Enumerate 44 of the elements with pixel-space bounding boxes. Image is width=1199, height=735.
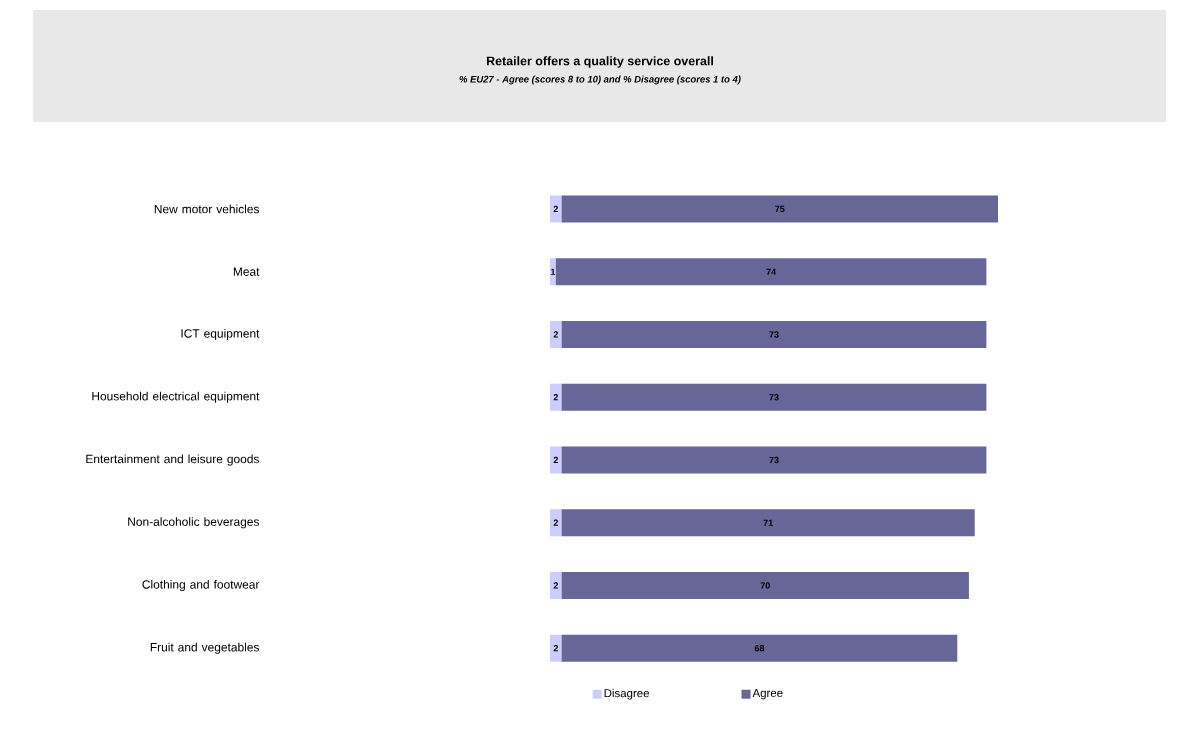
legend-label: Disagree bbox=[604, 688, 649, 700]
y-tick-label: ICT equipment bbox=[181, 328, 260, 341]
bar bbox=[550, 509, 562, 537]
legend-label: Agree bbox=[752, 689, 783, 700]
data-label: 73 bbox=[769, 394, 779, 401]
bar bbox=[561, 634, 958, 662]
bar bbox=[550, 383, 562, 411]
y-tick-label: Fruit and vegetables bbox=[150, 642, 260, 654]
bar bbox=[561, 320, 987, 348]
bar bbox=[550, 320, 562, 348]
data-label: 71 bbox=[763, 519, 773, 526]
bar bbox=[550, 258, 556, 286]
data-label: 2 bbox=[553, 205, 558, 213]
bar bbox=[550, 571, 562, 599]
bar bbox=[561, 195, 998, 223]
y-tick-label: Household electrical equipment bbox=[92, 391, 260, 403]
bar bbox=[550, 634, 562, 662]
bar bbox=[550, 446, 562, 474]
y-tick-label: New motor vehicles bbox=[154, 204, 260, 214]
bar bbox=[550, 195, 562, 223]
data-label: 2 bbox=[553, 582, 558, 589]
data-label: 2 bbox=[553, 456, 558, 464]
y-tick-label: Entertainment and leisure goods bbox=[86, 454, 259, 466]
data-label: 2 bbox=[553, 331, 558, 338]
chart-subtitle: % EU27 - Agree (scores 8 to 10) and % Disagree (scores 1 to 4) bbox=[459, 75, 741, 85]
data-label: 2 bbox=[553, 645, 558, 652]
data-label: 75 bbox=[775, 205, 785, 213]
data-label: 73 bbox=[769, 331, 779, 338]
data-label: 73 bbox=[769, 456, 779, 464]
y-tick-label: Non-alcoholic beverages bbox=[128, 517, 260, 529]
bar bbox=[561, 509, 975, 537]
data-label: 1 bbox=[550, 268, 556, 275]
data-label: 68 bbox=[754, 645, 765, 652]
bar bbox=[555, 258, 987, 286]
data-label: 70 bbox=[760, 582, 770, 589]
data-label: 74 bbox=[766, 268, 777, 275]
data-label: 2 bbox=[553, 519, 558, 526]
y-tick-label: Clothing and footwear bbox=[142, 579, 260, 592]
bar bbox=[561, 446, 987, 474]
y-tick-label: Meat bbox=[233, 267, 260, 276]
bar bbox=[561, 571, 969, 599]
bar bbox=[561, 383, 987, 411]
chart-title: Retailer offers a quality service overall bbox=[486, 56, 713, 68]
data-label: 2 bbox=[553, 394, 558, 401]
